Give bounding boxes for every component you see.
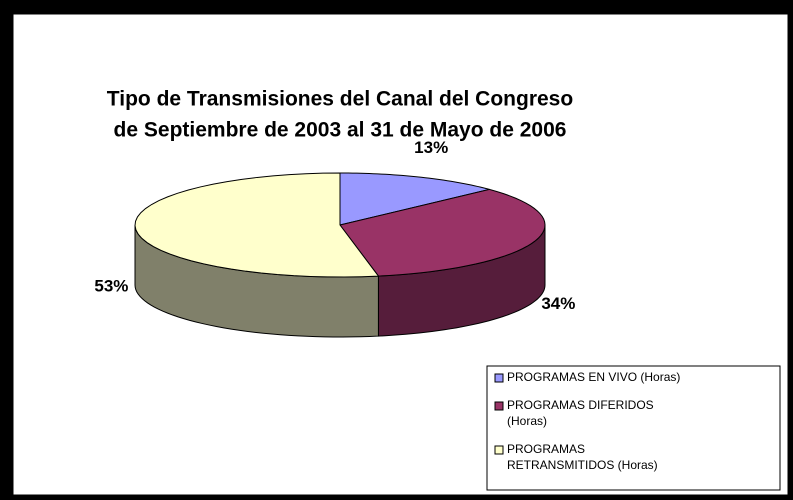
data-label: 53% — [94, 276, 128, 295]
data-label: 13% — [414, 138, 448, 157]
legend-label: PROGRAMAS RETRANSMITIDOS (Horas) — [507, 442, 658, 472]
legend-swatch — [494, 373, 504, 383]
chart-title: Tipo de Transmisiones del Canal del Cong… — [107, 88, 573, 111]
legend-line: RETRANSMITIDOS (Horas) — [507, 458, 658, 472]
legend-swatch — [494, 401, 504, 411]
chart-title: de Septiembre de 2003 al 31 de Mayo de 2… — [114, 119, 567, 142]
legend-line: PROGRAMAS — [507, 442, 588, 456]
legend-swatch — [494, 445, 504, 455]
legend-line: (Horas) — [507, 414, 547, 428]
data-label: 34% — [541, 294, 575, 313]
slice — [339, 172, 490, 226]
legend-line: PROGRAMAS DIFERIDOS — [507, 398, 657, 412]
legend-label: PROGRAMAS EN VIVO (Horas) — [507, 370, 680, 384]
slice — [339, 188, 546, 277]
legend — [486, 365, 781, 491]
slice — [134, 172, 380, 278]
legend-label: PROGRAMAS DIFERIDOS (Horas) — [507, 398, 657, 428]
legend-line: PROGRAMAS EN VIVO (Horas) — [507, 370, 680, 384]
